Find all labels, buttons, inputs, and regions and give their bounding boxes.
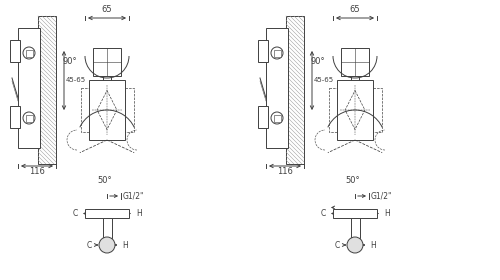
Circle shape [99, 237, 115, 253]
Bar [18, 28, 40, 148]
Bar [333, 209, 377, 218]
Text: C: C [335, 241, 340, 249]
Text: 50°: 50° [98, 176, 112, 185]
Bar [10, 40, 20, 62]
Bar [89, 80, 125, 140]
Text: 65: 65 [102, 5, 112, 14]
Bar [274, 115, 280, 122]
Bar [266, 28, 288, 148]
Text: 90°: 90° [62, 57, 77, 66]
Bar [81, 88, 90, 132]
Bar [350, 218, 360, 238]
Bar [286, 16, 304, 164]
Text: 116: 116 [277, 167, 293, 176]
Text: H: H [122, 241, 128, 249]
Bar [10, 106, 20, 128]
Bar [258, 40, 268, 62]
Bar [373, 88, 382, 132]
Bar [38, 16, 56, 164]
Bar [351, 76, 359, 113]
Text: G1/2": G1/2" [123, 192, 144, 200]
Bar [103, 76, 111, 113]
Bar [102, 218, 112, 238]
Bar [93, 48, 121, 76]
Bar [337, 80, 373, 140]
Bar [258, 106, 268, 128]
Text: C: C [321, 209, 326, 218]
Text: H: H [370, 241, 376, 249]
Text: H: H [136, 209, 142, 218]
Text: 90°: 90° [310, 57, 325, 66]
Text: 50°: 50° [346, 176, 360, 185]
Bar [274, 50, 280, 57]
Circle shape [347, 237, 363, 253]
Bar [85, 209, 129, 218]
Bar [26, 50, 32, 57]
Bar [26, 115, 32, 122]
Text: 116: 116 [29, 167, 45, 176]
Text: 45-65: 45-65 [66, 78, 86, 83]
Bar [125, 88, 134, 132]
Text: 45-65: 45-65 [314, 78, 334, 83]
Bar [341, 48, 369, 76]
Text: G1/2": G1/2" [371, 192, 392, 200]
Text: C: C [73, 209, 78, 218]
Bar [329, 88, 338, 132]
Text: H: H [384, 209, 390, 218]
Text: 65: 65 [350, 5, 360, 14]
Text: C: C [87, 241, 92, 249]
